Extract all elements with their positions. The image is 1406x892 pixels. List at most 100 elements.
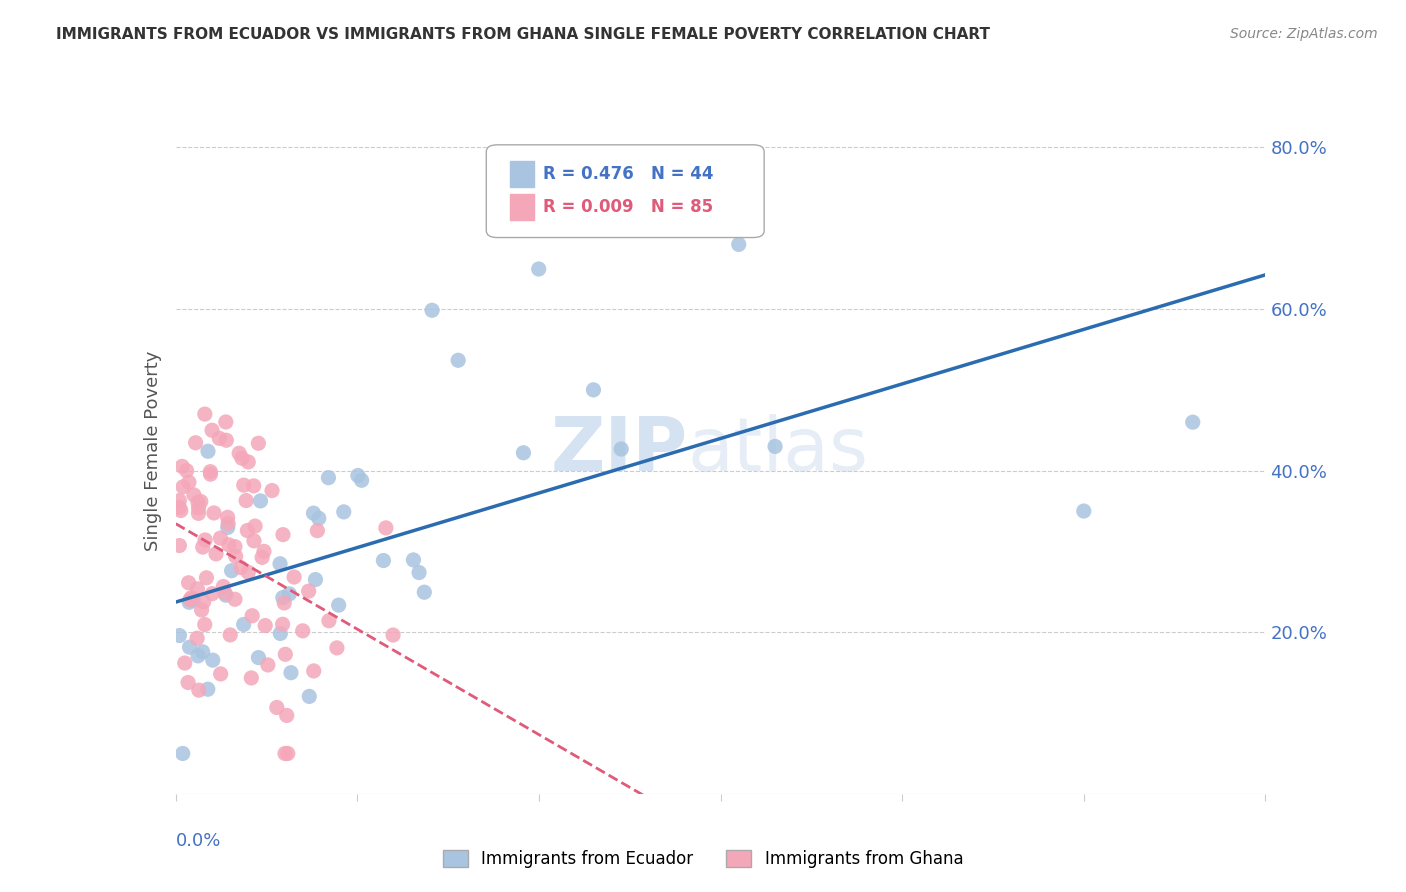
- Point: [273, 596, 295, 610]
- Text: Source: ZipAtlas.com: Source: ZipAtlas.com: [1230, 27, 1378, 41]
- Point: [382, 628, 405, 642]
- Point: [308, 511, 330, 525]
- Point: [727, 237, 749, 252]
- Point: [169, 500, 191, 515]
- Point: [274, 648, 297, 662]
- Point: [512, 446, 534, 460]
- Text: 0.0%: 0.0%: [176, 831, 221, 850]
- Point: [278, 587, 301, 601]
- Point: [172, 459, 194, 474]
- Point: [176, 464, 198, 478]
- Point: [276, 708, 298, 723]
- Point: [209, 667, 232, 681]
- Point: [225, 549, 247, 564]
- Point: [224, 592, 246, 607]
- Point: [283, 570, 305, 584]
- Point: [200, 465, 222, 479]
- Point: [240, 608, 263, 623]
- Point: [304, 573, 326, 587]
- Point: [447, 353, 470, 368]
- Point: [254, 618, 277, 632]
- Point: [232, 478, 254, 492]
- Point: [271, 527, 294, 541]
- Point: [235, 493, 257, 508]
- Point: [328, 598, 350, 612]
- Point: [172, 480, 194, 494]
- Point: [229, 560, 252, 574]
- Point: [205, 547, 228, 561]
- Text: ZIP: ZIP: [551, 414, 688, 487]
- Point: [302, 506, 325, 520]
- Point: [247, 650, 270, 665]
- Point: [238, 455, 260, 469]
- Point: [195, 571, 218, 585]
- Point: [763, 439, 786, 453]
- Point: [191, 540, 214, 554]
- FancyBboxPatch shape: [486, 145, 765, 237]
- Point: [242, 479, 264, 493]
- Point: [277, 747, 299, 761]
- Point: [250, 550, 273, 565]
- Point: [187, 683, 209, 698]
- Point: [402, 553, 425, 567]
- Point: [269, 557, 291, 571]
- Point: [420, 303, 443, 318]
- Point: [190, 494, 212, 508]
- Point: [228, 446, 250, 460]
- Point: [374, 521, 396, 535]
- Point: [1073, 504, 1095, 518]
- Point: [266, 700, 288, 714]
- Point: [260, 483, 283, 498]
- Point: [177, 575, 200, 590]
- Point: [243, 533, 266, 548]
- Point: [231, 451, 253, 466]
- Point: [582, 383, 605, 397]
- Point: [318, 614, 340, 628]
- Point: [217, 516, 239, 531]
- Point: [291, 624, 314, 638]
- Point: [302, 664, 325, 678]
- Bar: [510, 161, 534, 187]
- Point: [183, 593, 205, 607]
- Text: R = 0.476   N = 44: R = 0.476 N = 44: [543, 165, 713, 184]
- Point: [209, 531, 232, 545]
- Point: [208, 431, 231, 445]
- Point: [214, 586, 236, 600]
- Point: [183, 488, 205, 502]
- Point: [187, 648, 209, 663]
- Point: [610, 442, 633, 456]
- Point: [170, 503, 193, 517]
- Point: [200, 467, 222, 482]
- Point: [187, 495, 209, 509]
- Point: [215, 588, 238, 602]
- Point: [201, 587, 224, 601]
- Point: [332, 505, 354, 519]
- Text: atlas: atlas: [688, 414, 869, 487]
- Point: [240, 671, 263, 685]
- Point: [253, 544, 276, 558]
- Point: [373, 553, 395, 567]
- Point: [217, 520, 239, 534]
- Point: [280, 665, 302, 680]
- Point: [221, 564, 243, 578]
- Point: [169, 539, 191, 553]
- Text: IMMIGRANTS FROM ECUADOR VS IMMIGRANTS FROM GHANA SINGLE FEMALE POVERTY CORRELATI: IMMIGRANTS FROM ECUADOR VS IMMIGRANTS FR…: [56, 27, 990, 42]
- Point: [177, 475, 200, 490]
- Text: R = 0.009   N = 85: R = 0.009 N = 85: [543, 198, 713, 217]
- Point: [194, 533, 217, 547]
- Point: [243, 519, 266, 533]
- Point: [169, 493, 191, 508]
- Point: [218, 538, 240, 552]
- Point: [318, 470, 340, 484]
- Point: [307, 524, 329, 538]
- Point: [173, 656, 195, 670]
- Point: [219, 628, 242, 642]
- Point: [347, 468, 370, 483]
- Point: [169, 628, 191, 642]
- Bar: [510, 194, 534, 220]
- Point: [215, 434, 238, 448]
- Point: [238, 566, 260, 580]
- Point: [201, 653, 224, 667]
- Point: [180, 591, 202, 605]
- Point: [177, 675, 200, 690]
